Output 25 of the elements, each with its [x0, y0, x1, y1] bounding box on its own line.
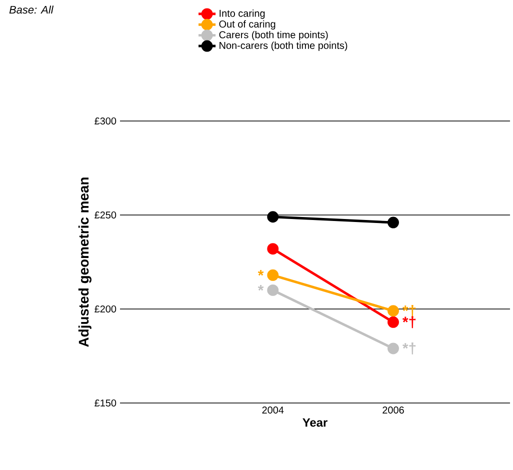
point [388, 342, 399, 354]
x-tick-label: 2006 [382, 406, 404, 414]
point [267, 284, 279, 296]
x-tick-label: 2004 [262, 406, 284, 414]
y-axis-title: Adjusted geometric mean [78, 178, 92, 347]
text: Base: All [9, 6, 54, 14]
y-tick-label: £300 [94, 117, 116, 125]
point [267, 269, 279, 281]
x-axis-title: Year [302, 418, 328, 427]
point [388, 316, 399, 328]
point [388, 216, 399, 228]
y-tick-label: £150 [94, 399, 116, 407]
legend-label: Carers (both time points) [219, 30, 328, 40]
point [267, 243, 279, 255]
y-tick-label: £200 [94, 305, 116, 313]
legend-label: Non-carers (both time points) [220, 42, 348, 51]
point [267, 211, 279, 223]
annotation: * [258, 270, 264, 276]
y-tick-label: £250 [94, 211, 116, 219]
point [388, 305, 399, 317]
legend-label: Out of caring [219, 20, 276, 30]
annotation: * [258, 285, 264, 291]
annotation: *† [402, 316, 416, 328]
annotation: *† [402, 342, 416, 354]
legend-label: Into caring [220, 10, 265, 19]
